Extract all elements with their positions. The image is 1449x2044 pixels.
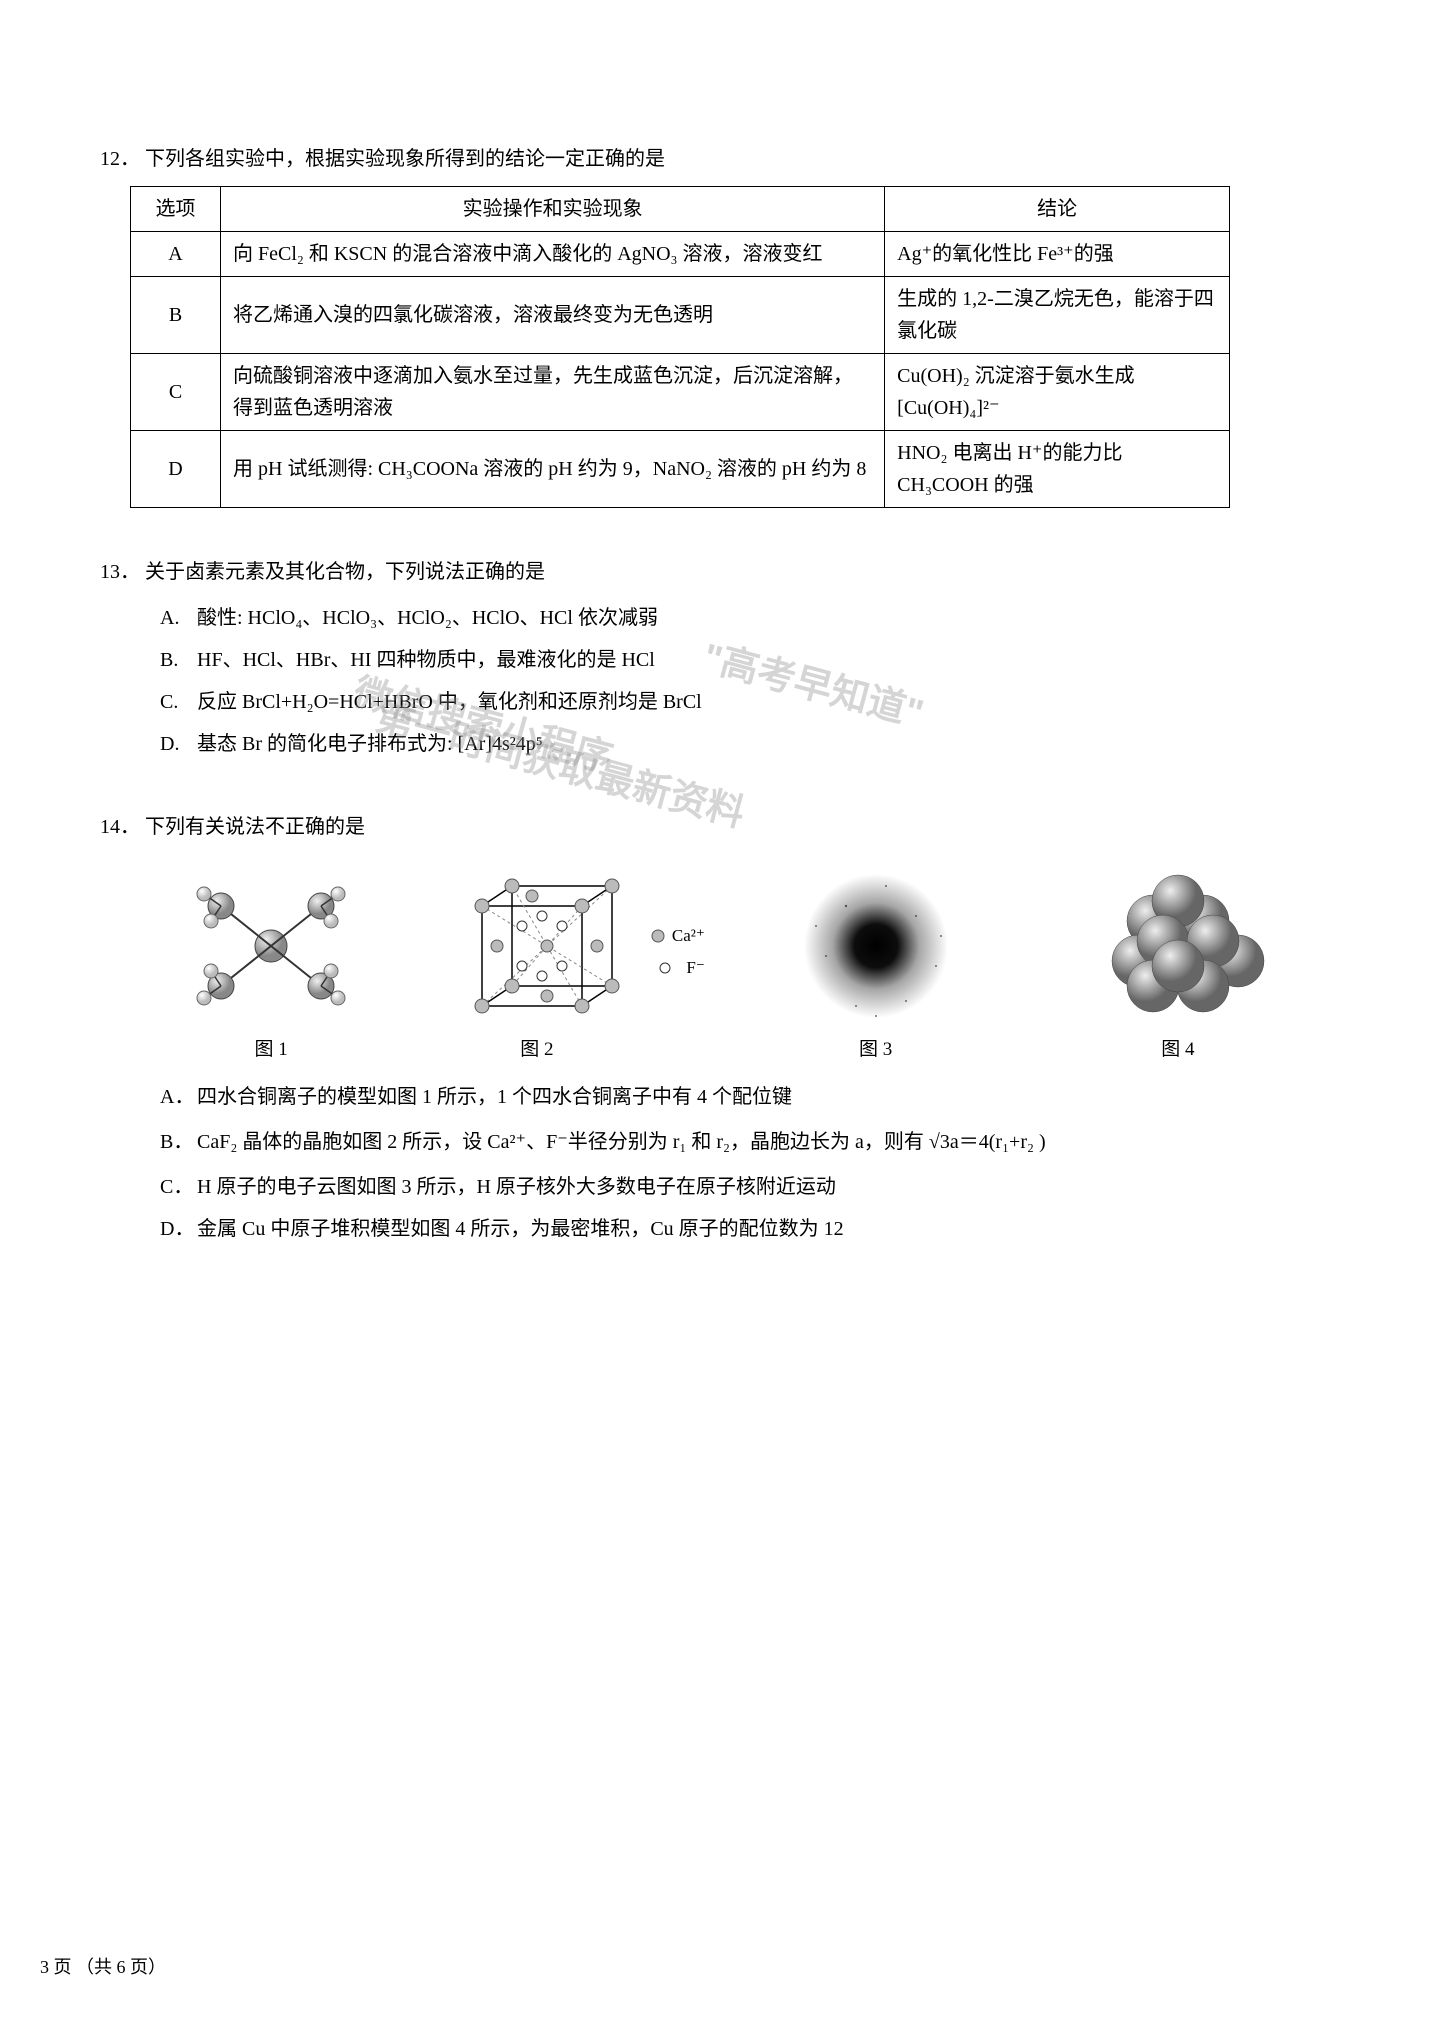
row-a-operation: 向 FeCl₂ 和 KSCN 的混合溶液中滴入酸化的 AgNO₃ 溶液，溶液变红 [221, 232, 885, 277]
row-b-operation: 将乙烯通入溴的四氯化碳溶液，溶液最终变为无色透明 [221, 277, 885, 354]
q13-options: A. 酸性: HClO₄、HClO₃、HClO₂、HClO、HCl 依次减弱 B… [100, 599, 1349, 763]
option-letter: A. [160, 599, 192, 637]
figure-3: 图 3 [735, 866, 1017, 1068]
option-letter: B． [160, 1120, 192, 1164]
table-header-option: 选项 [131, 187, 221, 232]
q12-header: 12． 下列各组实验中，根据实验现象所得到的结论一定正确的是 [100, 140, 1349, 178]
row-b-conclusion: 生成的 1,2-二溴乙烷无色，能溶于四氯化碳 [885, 277, 1230, 354]
q14-option-d: D． 金属 Cu 中原子堆积模型如图 4 所示，为最密堆积，Cu 原子的配位数为… [160, 1210, 1349, 1248]
table-header-operation: 实验操作和实验现象 [221, 187, 885, 232]
option-text: 酸性: HClO₄、HClO₃、HClO₂、HClO、HCl 依次减弱 [197, 607, 658, 629]
option-text: CaF₂ 晶体的晶胞如图 2 所示，设 Ca²⁺、F⁻半径分别为 r₁ 和 r₂… [197, 1131, 1046, 1153]
q12-number: 12． [100, 148, 140, 170]
page-footer: 3 页 （共 6 页） [40, 1950, 166, 1984]
q13-option-a: A. 酸性: HClO₄、HClO₃、HClO₂、HClO、HCl 依次减弱 [160, 599, 1349, 637]
q13-option-c: C. 反应 BrCl+H₂O=HCl+HBrO 中，氧化剂和还原剂均是 BrCl [160, 683, 1349, 721]
q14-option-a: A． 四水合铜离子的模型如图 1 所示，1 个四水合铜离子中有 4 个配位键 [160, 1078, 1349, 1116]
figure-3-caption: 图 3 [735, 1032, 1017, 1068]
q12-text: 下列各组实验中，根据实验现象所得到的结论一定正确的是 [145, 148, 665, 170]
row-d-operation: 用 pH 试纸测得: CH₃COONa 溶液的 pH 约为 9，NaNO₂ 溶液… [221, 431, 885, 508]
table-row: D 用 pH 试纸测得: CH₃COONa 溶液的 pH 约为 9，NaNO₂ … [131, 431, 1230, 508]
row-c-conclusion: Cu(OH)₂ 沉淀溶于氨水生成[Cu(OH)₄]²⁻ [885, 354, 1230, 431]
row-d-option: D [131, 431, 221, 508]
option-letter: C. [160, 683, 192, 721]
q14-text: 下列有关说法不正确的是 [145, 816, 365, 838]
figure-2: 图 2 Ca²⁺ F⁻ [432, 866, 714, 1068]
option-letter: B. [160, 641, 192, 679]
q12-table: 选项 实验操作和实验现象 结论 A 向 FeCl₂ 和 KSCN 的混合溶液中滴… [130, 186, 1230, 508]
q13-option-b: B. HF、HCl、HBr、HI 四种物质中，最难液化的是 HCl [160, 641, 1349, 679]
option-text: 金属 Cu 中原子堆积模型如图 4 所示，为最密堆积，Cu 原子的配位数为 12 [197, 1218, 844, 1240]
row-c-option: C [131, 354, 221, 431]
q14-option-c: C． H 原子的电子云图如图 3 所示，H 原子核外大多数电子在原子核附近运动 [160, 1168, 1349, 1206]
legend-f: F⁻ [650, 952, 705, 984]
q14-figures-row: 图 1 [130, 866, 1319, 1068]
row-a-conclusion: Ag⁺的氧化性比 Fe³⁺的强 [885, 232, 1230, 277]
option-text: HF、HCl、HBr、HI 四种物质中，最难液化的是 HCl [197, 649, 655, 671]
row-d-conclusion: HNO₂ 电离出 H⁺的能力比 CH₃COOH 的强 [885, 431, 1230, 508]
row-b-option: B [131, 277, 221, 354]
table-row: B 将乙烯通入溴的四氯化碳溶液，溶液最终变为无色透明 生成的 1,2-二溴乙烷无… [131, 277, 1230, 354]
q13-text: 关于卤素元素及其化合物，下列说法正确的是 [145, 561, 545, 583]
q13-header: 13． 关于卤素元素及其化合物，下列说法正确的是 [100, 553, 1349, 591]
figure-4: 图 4 [1037, 866, 1319, 1068]
electron-cloud-icon [786, 866, 966, 1026]
f-ion-icon [657, 960, 673, 976]
figure-1-caption: 图 1 [130, 1032, 412, 1068]
option-letter: C． [160, 1168, 192, 1206]
option-text: 四水合铜离子的模型如图 1 所示，1 个四水合铜离子中有 4 个配位键 [197, 1086, 792, 1108]
q14-header: 14． 下列有关说法不正确的是 [100, 808, 1349, 846]
legend-ca: Ca²⁺ [650, 920, 705, 952]
q14-number: 14． [100, 816, 140, 838]
q13-option-d: D. 基态 Br 的简化电子排布式为: [Ar]4s²4p⁵ [160, 725, 1349, 763]
figure-1: 图 1 [130, 866, 412, 1068]
table-row: C 向硫酸铜溶液中逐滴加入氨水至过量，先生成蓝色沉淀，后沉淀溶解，得到蓝色透明溶… [131, 354, 1230, 431]
table-header-row: 选项 实验操作和实验现象 结论 [131, 187, 1230, 232]
q14-options: A． 四水合铜离子的模型如图 1 所示，1 个四水合铜离子中有 4 个配位键 B… [100, 1078, 1349, 1248]
option-letter: A． [160, 1078, 192, 1116]
ca-ion-icon [650, 928, 666, 944]
option-text: H 原子的电子云图如图 3 所示，H 原子核外大多数电子在原子核附近运动 [197, 1176, 836, 1198]
molecular-model-icon [176, 866, 366, 1026]
crystal-cell-icon [442, 866, 632, 1026]
table-row: A 向 FeCl₂ 和 KSCN 的混合溶液中滴入酸化的 AgNO₃ 溶液，溶液… [131, 232, 1230, 277]
figure-4-caption: 图 4 [1037, 1032, 1319, 1068]
option-text: 基态 Br 的简化电子排布式为: [Ar]4s²4p⁵ [197, 733, 543, 755]
option-letter: D． [160, 1210, 192, 1248]
figure-2-caption: 图 2 [442, 1032, 632, 1068]
question-13: 13． 关于卤素元素及其化合物，下列说法正确的是 A. 酸性: HClO₄、HC… [100, 553, 1349, 763]
question-14: 14． 下列有关说法不正确的是 [100, 808, 1349, 1248]
row-c-operation: 向硫酸铜溶液中逐滴加入氨水至过量，先生成蓝色沉淀，后沉淀溶解，得到蓝色透明溶液 [221, 354, 885, 431]
question-12: 12． 下列各组实验中，根据实验现象所得到的结论一定正确的是 选项 实验操作和实… [100, 140, 1349, 508]
legend-ca-label: Ca²⁺ [672, 920, 705, 952]
legend-f-label: F⁻ [686, 952, 704, 984]
option-letter: D. [160, 725, 192, 763]
q14-option-b: B． CaF₂ 晶体的晶胞如图 2 所示，设 Ca²⁺、F⁻半径分别为 r₁ 和… [160, 1120, 1349, 1164]
table-header-conclusion: 结论 [885, 187, 1230, 232]
q13-number: 13． [100, 561, 140, 583]
row-a-option: A [131, 232, 221, 277]
option-text: 反应 BrCl+H₂O=HCl+HBrO 中，氧化剂和还原剂均是 BrCl [197, 691, 702, 713]
sphere-packing-icon [1088, 866, 1268, 1026]
